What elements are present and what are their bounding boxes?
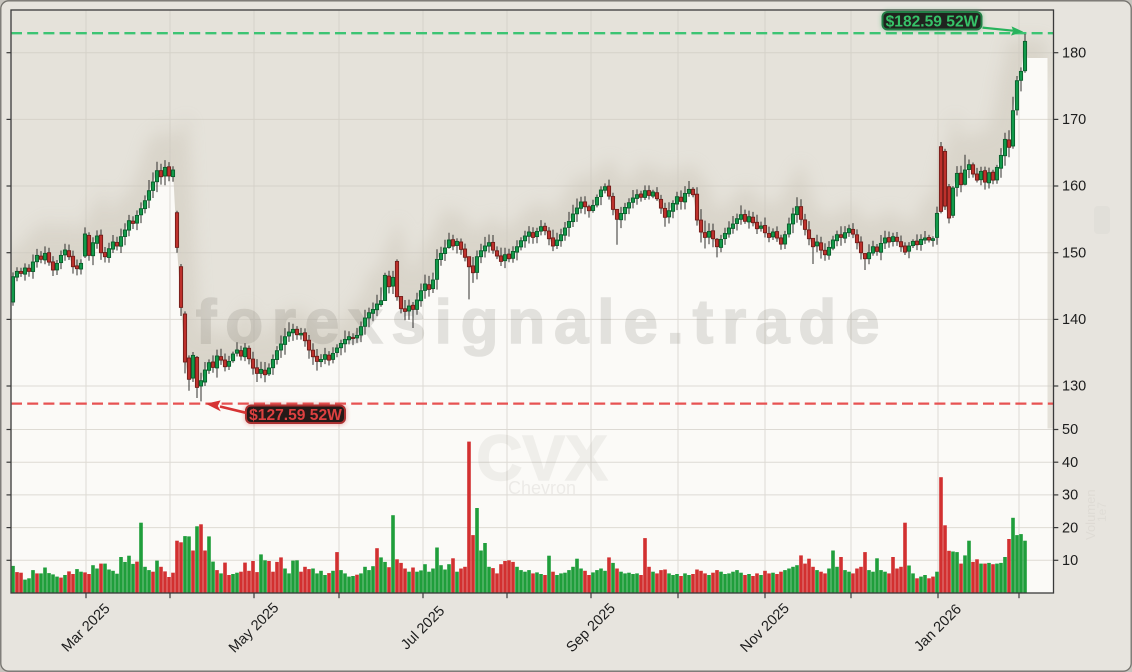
svg-text:Volumen: Volumen xyxy=(1083,489,1098,540)
svg-text:Chevron: Chevron xyxy=(508,478,576,498)
svg-text:130: 130 xyxy=(1062,379,1086,395)
svg-text:20: 20 xyxy=(1062,520,1078,536)
svg-text:30: 30 xyxy=(1062,488,1078,504)
svg-text:10: 10 xyxy=(1062,553,1078,569)
svg-text:forexsignale.trade: forexsignale.trade xyxy=(196,288,888,357)
svg-text:180: 180 xyxy=(1062,45,1086,61)
svg-text:1e7: 1e7 xyxy=(1095,502,1109,522)
svg-text:170: 170 xyxy=(1062,112,1086,128)
svg-text:CVX: CVX xyxy=(476,422,608,494)
svg-text:$127.59 52W: $127.59 52W xyxy=(249,407,342,424)
svg-text:$182.59 52W: $182.59 52W xyxy=(886,13,979,30)
svg-text:160: 160 xyxy=(1062,179,1086,195)
svg-text:50: 50 xyxy=(1062,422,1078,438)
svg-text:150: 150 xyxy=(1062,245,1086,261)
svg-text:40: 40 xyxy=(1062,455,1078,471)
svg-text:140: 140 xyxy=(1062,312,1086,328)
